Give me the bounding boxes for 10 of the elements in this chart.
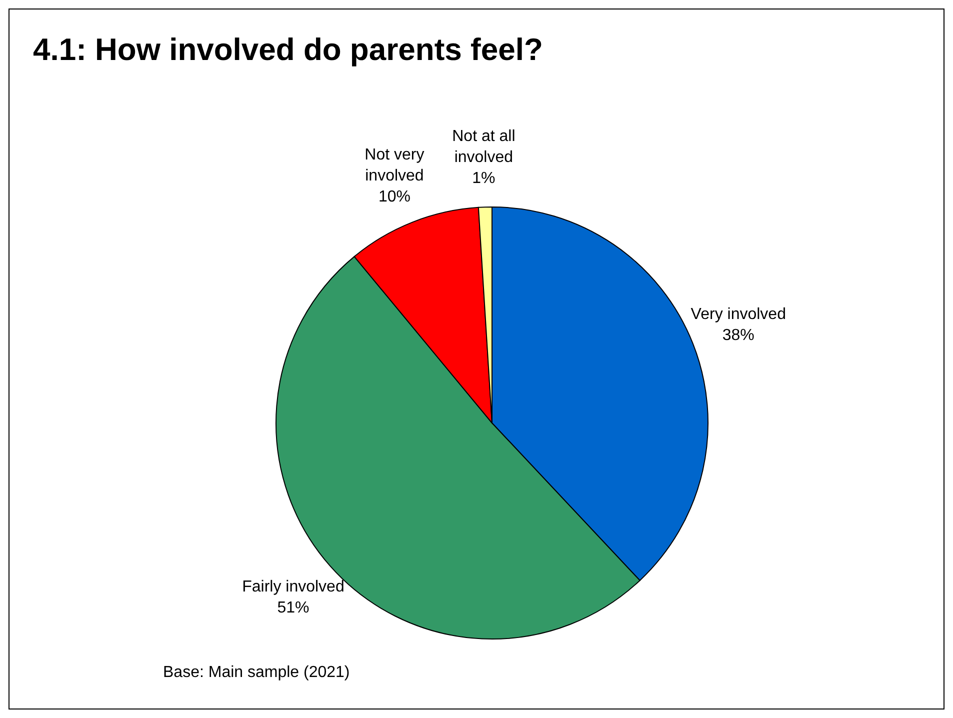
slice-label: Not very involved [364, 146, 424, 185]
slice-label: Fairly involved [242, 578, 344, 596]
data-label: 38% [722, 327, 754, 344]
slice-label: Not at all involved [452, 128, 516, 166]
data-label: 1% [472, 170, 496, 188]
data-label: 10% [378, 188, 410, 206]
slice-label: Very involved [690, 306, 786, 324]
data-label: 51% [277, 600, 310, 617]
text: Base: Main sample (2021) [163, 664, 350, 681]
chart-title: 4.1: How involved do parents feel? [33, 32, 543, 67]
